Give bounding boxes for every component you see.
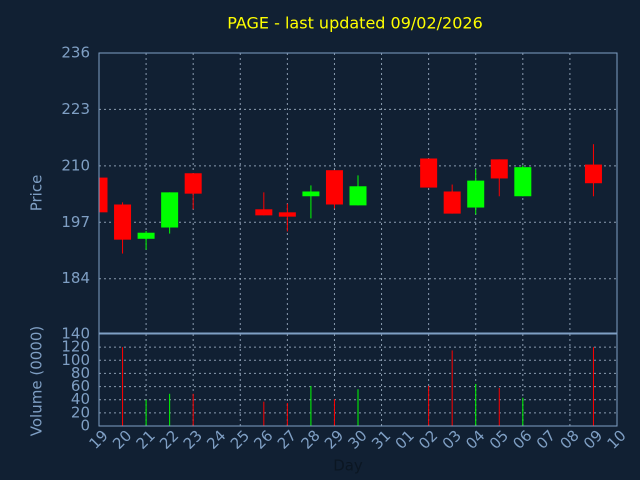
volume-tick-label: 120 bbox=[61, 338, 90, 356]
x-axis-label: Day bbox=[333, 457, 363, 475]
volume-frame bbox=[98, 333, 618, 427]
y-tick-label: 184 bbox=[61, 269, 90, 287]
y-tick-label: 197 bbox=[61, 213, 90, 231]
volume-tick-label: 100 bbox=[61, 351, 90, 369]
volume-tick-label: 140 bbox=[61, 325, 90, 343]
price-frame bbox=[98, 52, 618, 334]
candle-body bbox=[514, 167, 532, 197]
y-tick-label: 210 bbox=[61, 156, 90, 174]
candle-body bbox=[255, 209, 273, 216]
volume-tick-label: 80 bbox=[71, 364, 90, 382]
candle-body bbox=[420, 158, 438, 188]
y-tick-label: 223 bbox=[61, 100, 90, 118]
candle-body bbox=[99, 177, 108, 213]
volume-tick-label: 60 bbox=[71, 377, 90, 395]
volume-tick-label: 20 bbox=[71, 403, 90, 421]
candle-body bbox=[490, 159, 508, 179]
candle-body bbox=[325, 170, 343, 205]
candle-body bbox=[584, 164, 602, 184]
candle-body bbox=[184, 173, 202, 194]
plot bbox=[99, 144, 602, 254]
volume-tick-label: 0 bbox=[80, 417, 90, 435]
candle-body bbox=[443, 191, 461, 214]
candle-body bbox=[278, 212, 296, 217]
candle-body bbox=[114, 204, 132, 240]
volume-axis-label: Volume (0000) bbox=[28, 326, 46, 436]
candle-body bbox=[467, 180, 485, 208]
candle-body bbox=[349, 186, 367, 206]
candle-body bbox=[137, 232, 155, 239]
chart-title: PAGE - last updated 09/02/2026 bbox=[227, 14, 483, 33]
y-tick-label: 236 bbox=[61, 44, 90, 62]
candle-body bbox=[302, 191, 320, 197]
volume-plot bbox=[122, 347, 594, 426]
candle-body bbox=[161, 192, 179, 228]
volume-tick-label: 40 bbox=[71, 390, 90, 408]
y-axis-label: Price bbox=[28, 175, 46, 212]
grid bbox=[99, 52, 617, 427]
